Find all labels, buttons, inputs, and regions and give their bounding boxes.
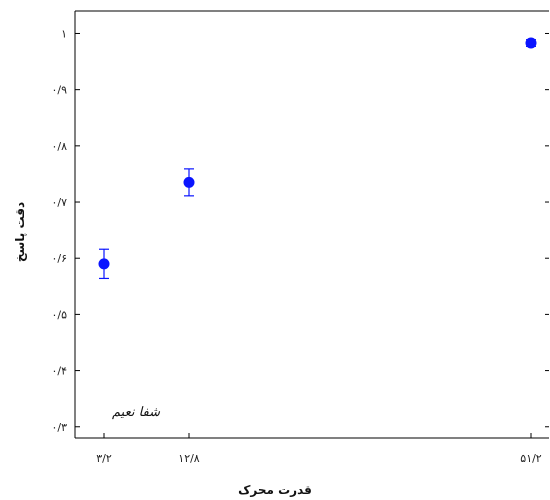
y-tick-label-0: ۰/۳ <box>51 421 67 434</box>
y-tick-label-3: ۰/۶ <box>51 252 67 265</box>
data-point-2 <box>525 37 537 49</box>
signature-watermark: شفا نعیم <box>112 405 161 420</box>
data-point-1 <box>183 168 195 197</box>
y-tick-label-7: ۱ <box>61 27 67 40</box>
y-tick-label-6: ۰/۹ <box>51 84 67 97</box>
data-point-0 <box>98 248 110 280</box>
axes <box>74 10 549 439</box>
marker-0 <box>98 258 110 270</box>
ticks: ۰/۳ ۰/۴ ۰/۵ ۰/۶ ۰/۷ ۰/۸ ۰/۹ ۱ ۳/۲ ۱۲/۸ ۵۱/۲ <box>51 27 549 465</box>
x-tick-label-1: ۱۲/۸ <box>178 452 200 465</box>
y-axis-label: دقت پاسخ <box>13 202 27 262</box>
x-tick-label-2: ۵۱/۲ <box>520 452 542 465</box>
y-tick-label-2: ۰/۵ <box>51 308 67 321</box>
y-tick-label-4: ۰/۷ <box>51 196 67 209</box>
x-tick-label-0: ۳/۲ <box>96 452 112 465</box>
y-tick-label-5: ۰/۸ <box>51 140 67 153</box>
marker-1 <box>183 176 195 188</box>
marker-2 <box>525 37 537 49</box>
x-axis-label: قدرت محرک <box>238 483 312 497</box>
y-tick-label-1: ۰/۴ <box>51 365 67 378</box>
data-points <box>98 37 537 280</box>
